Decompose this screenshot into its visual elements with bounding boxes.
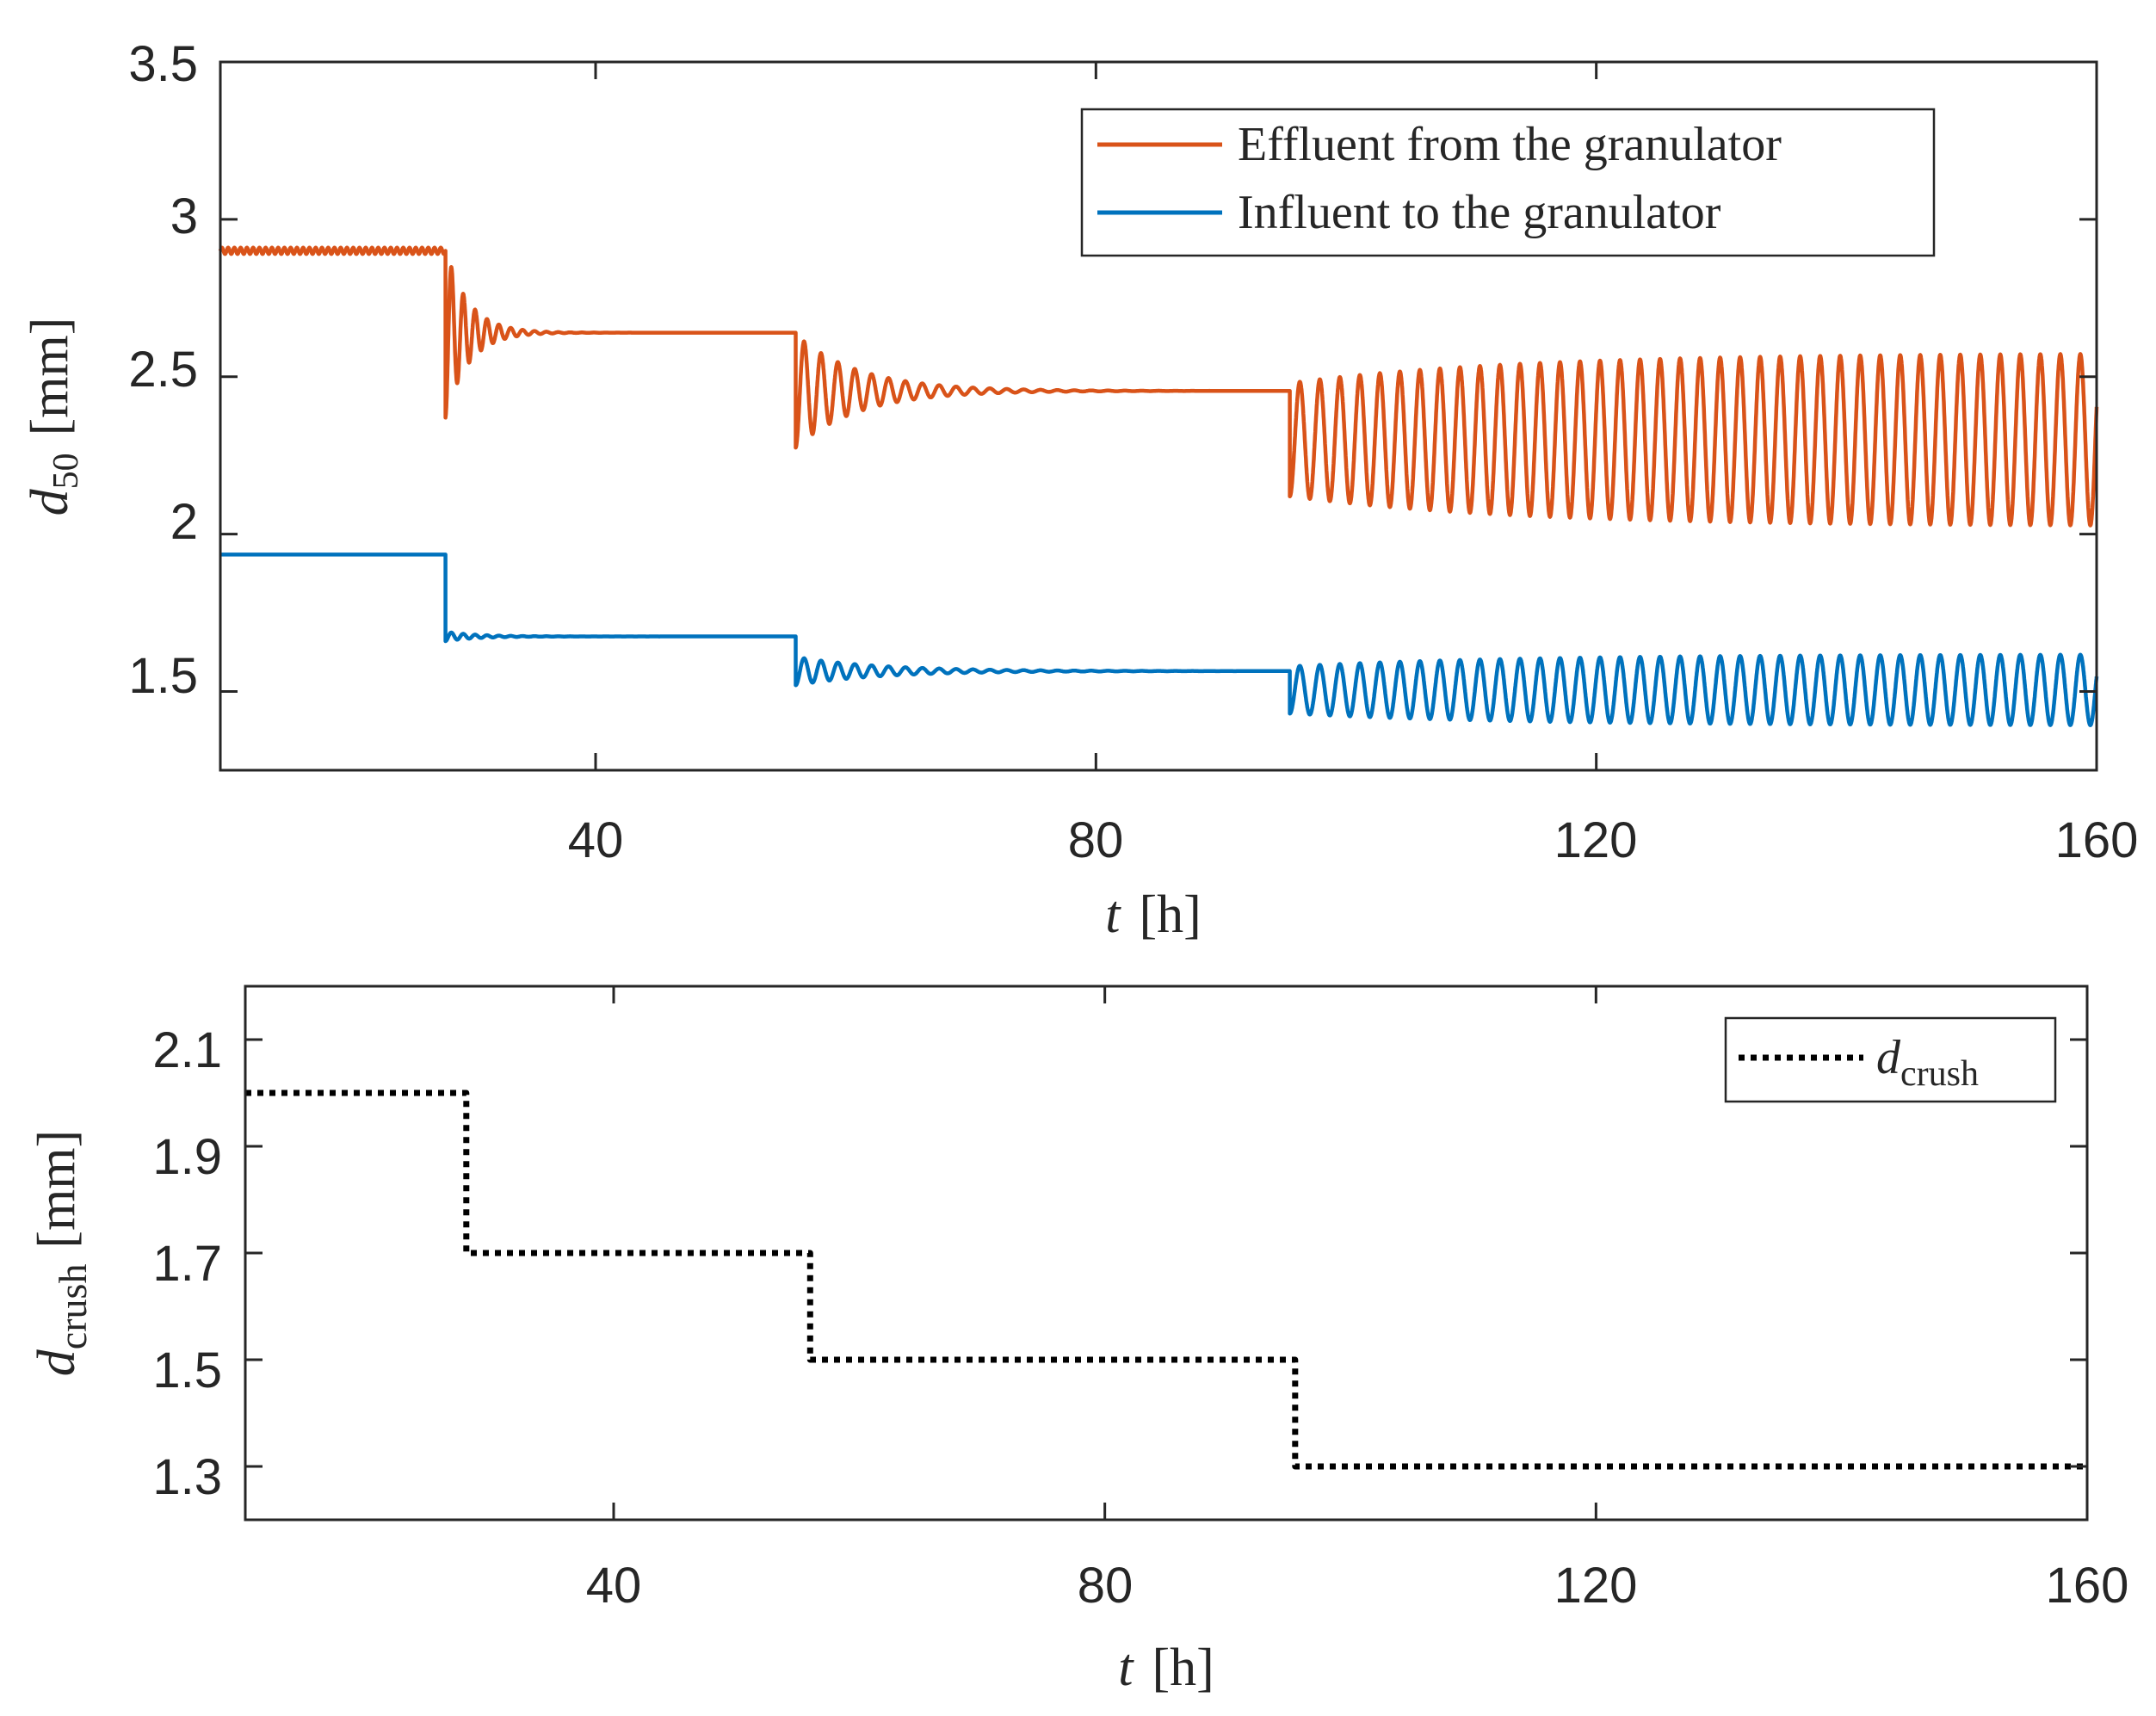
bottom-xaxis-label: t [h]: [1118, 1639, 1214, 1697]
bottom-yaxis-unit: [mm]: [28, 1130, 86, 1249]
bottom-legend: dcrush: [1724, 1016, 2057, 1103]
bottom-yaxis-label: dcrush [mm]: [28, 1130, 95, 1376]
legend-label-influent: Influent to the granulator: [1238, 186, 1721, 239]
top-axes-box: [219, 60, 2098, 772]
top-ytick-label: 2.5: [128, 342, 198, 398]
top-legend-box: [1080, 108, 1936, 257]
bottom-ytick-label: 1.3: [152, 1449, 222, 1505]
bottom-ytick-label: 1.5: [152, 1343, 222, 1398]
bottom-xaxis-unit: [h]: [1152, 1639, 1214, 1697]
legend-dcrush-subscript: crush: [1900, 1054, 1979, 1094]
bottom-tick-marks: [245, 986, 2089, 1520]
top-yaxis-unit: [mm]: [21, 318, 79, 436]
bottom-ytick-label: 1.9: [152, 1129, 222, 1185]
top-xtick-label: 80: [1068, 812, 1124, 868]
top-ytick-label: 2: [170, 494, 198, 550]
top-xtick-label: 40: [568, 812, 624, 868]
top-ytick-label: 1.5: [128, 648, 198, 704]
bottom-xtick-label: 80: [1078, 1558, 1134, 1614]
bottom-yaxis-subscript: crush: [51, 1264, 95, 1350]
bottom-xaxis-symbol: t: [1118, 1639, 1134, 1697]
bottom-ytick-label: 1.7: [152, 1236, 222, 1292]
top-xtick-label: 160: [2055, 812, 2139, 868]
top-yaxis-subscript: 50: [46, 453, 86, 489]
top-yaxis-label: d50 [mm]: [21, 318, 86, 516]
legend-dcrush-symbol: d: [1876, 1031, 1901, 1084]
top-ytick-label: 3: [170, 188, 198, 244]
top-xaxis-unit: [h]: [1139, 886, 1201, 944]
top-series-layer: [218, 245, 2099, 727]
bottom-yaxis-symbol: d: [28, 1349, 86, 1376]
legend-label-dcrush: dcrush: [1876, 1031, 1979, 1094]
influent-series-line: [218, 552, 2099, 727]
top-xtick-label: 120: [1554, 812, 1638, 868]
legend-label-effluent: Effluent from the granulator: [1238, 118, 1782, 171]
bottom-panel: 1.3 1.5 1.7 1.9 2.1 40 80 120 160 t [h] d…: [28, 985, 2129, 1697]
bottom-xtick-label: 160: [2046, 1558, 2129, 1614]
effluent-series-line: [218, 245, 2099, 528]
top-xaxis-symbol: t: [1105, 886, 1121, 944]
bottom-ytick-label: 2.1: [152, 1022, 222, 1078]
bottom-xtick-label: 120: [1554, 1558, 1638, 1614]
top-yaxis-symbol: d: [21, 488, 79, 515]
bottom-xtick-label: 40: [586, 1558, 642, 1614]
top-xaxis-label: t [h]: [1105, 886, 1202, 944]
top-tick-marks: [220, 60, 2098, 770]
top-ytick-label: 3.5: [128, 36, 198, 92]
top-legend: Effluent from the granulator Influent to…: [1080, 108, 1936, 257]
